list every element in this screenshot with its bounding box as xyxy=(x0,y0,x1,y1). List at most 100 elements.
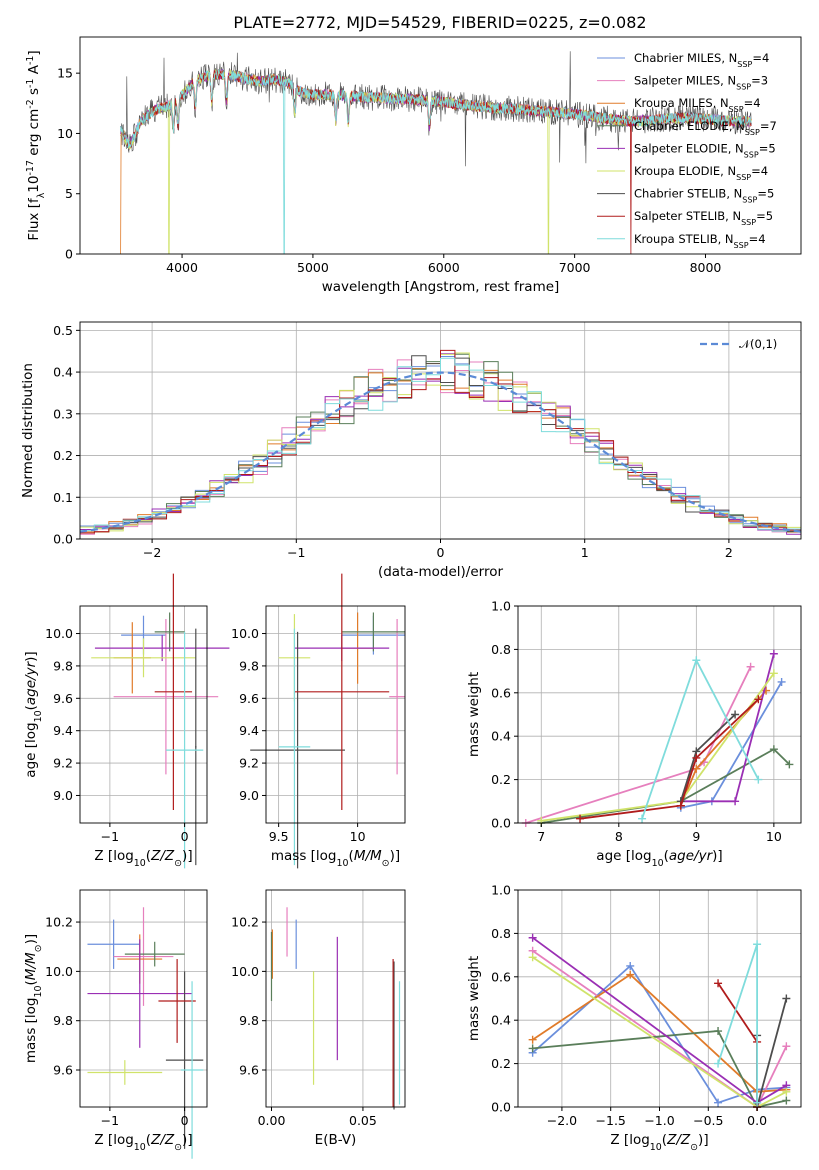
x-tick-label: −2 xyxy=(143,545,161,560)
weight-point-marker xyxy=(769,745,778,754)
legend-entry: Salpeter MILES, NSSP=3 xyxy=(634,74,768,92)
y-tick-label: 10.0 xyxy=(45,964,73,979)
axes-age_vs_mass: 9.5 10 9.0 9.2 9.4 9.6 9.8 10.0 mass [log10(M/M⊙… xyxy=(231,573,406,869)
y-tick-label: 9.8 xyxy=(53,658,73,673)
x-tick-label: 0.0 xyxy=(747,1113,767,1128)
legend-entry: Chabrier ELODIE, NSSP=7 xyxy=(634,119,777,137)
x-tick-label: 5000 xyxy=(297,260,329,275)
axes-frame xyxy=(79,889,208,1108)
x-tick-label: 10 xyxy=(766,829,782,844)
y-tick-label: 0.4 xyxy=(491,1013,511,1028)
y-tick-label: 10 xyxy=(57,126,73,141)
x-tick-label: 0.05 xyxy=(349,1113,377,1128)
weight-point-marker xyxy=(731,710,740,719)
y-tick-label: 0.2 xyxy=(491,772,511,787)
weight-point-marker xyxy=(626,961,635,970)
x-tick-label: 9.5 xyxy=(269,829,289,844)
y-tick-label: 9.6 xyxy=(53,691,73,706)
weight-point-marker xyxy=(754,775,763,784)
x-tick-label: 10 xyxy=(350,829,366,844)
gaussian-reference-line xyxy=(79,371,802,533)
y-tick-label: 0.6 xyxy=(491,969,511,984)
x-tick-label: 8000 xyxy=(690,260,722,275)
legend-entry: Chabrier MILES, NSSP=4 xyxy=(634,51,769,69)
y-axis-label: Flux [fλ10-17 erg cm-2 s-1 A-1] xyxy=(25,50,47,240)
weight-point-marker xyxy=(731,797,740,806)
y-tick-label: 10.2 xyxy=(45,915,73,930)
x-tick-label: 2 xyxy=(725,545,733,560)
x-tick-label: 7000 xyxy=(559,260,591,275)
y-tick-label: 9.6 xyxy=(239,1063,259,1078)
weight-point-marker xyxy=(782,994,791,1003)
axes-frame xyxy=(265,889,406,1108)
weight-point-marker xyxy=(769,649,778,658)
axes-residuals: 𝒩(0,1) −2 −1 0 1 2 0.0 0.1 0.2 0.3 0.4 0.5 (data-mod… xyxy=(20,321,802,580)
weight-point-marker xyxy=(528,933,537,942)
y-tick-label: 0.1 xyxy=(53,490,73,505)
axes-weight_vs_Z: −2.0 −1.5 −1.0 −0.5 0.0 0.0 0.2 0.4 0.6 0.8 1.0 Z [… xyxy=(466,883,802,1153)
y-tick-label: 5 xyxy=(65,186,73,201)
y-axis-label: mass weight xyxy=(466,672,482,757)
weight-point-marker xyxy=(692,656,701,665)
y-tick-label: 0 xyxy=(65,247,73,262)
legend-entry: Kroupa ELODIE, NSSP=4 xyxy=(634,164,768,182)
weight-point-marker xyxy=(746,662,755,671)
weight-point-marker xyxy=(782,1096,791,1105)
y-tick-label: 15 xyxy=(57,66,73,81)
x-tick-label: 0 xyxy=(181,829,189,844)
spectrum-legend: Chabrier MILES, NSSP=4 Salpeter MILES, NS… xyxy=(597,51,777,249)
y-tick-label: 0.8 xyxy=(491,642,511,657)
legend-entry: Salpeter STELIB, NSSP=5 xyxy=(634,209,773,227)
y-tick-label: 9.8 xyxy=(239,1013,259,1028)
y-tick-label: 0.2 xyxy=(53,448,73,463)
y-tick-label: 10.0 xyxy=(231,964,259,979)
axes-age_vs_Z: −1 0 9.0 9.2 9.4 9.6 9.8 10.0 Z [log10(Z/Z⊙)] age… xyxy=(23,573,230,869)
legend-entry: Kroupa STELIB, NSSP=4 xyxy=(634,232,766,250)
y-tick-label: 9.0 xyxy=(53,788,73,803)
spectrum-series-line xyxy=(120,68,752,254)
weight-series-line xyxy=(679,690,767,806)
axes-mass_vs_Z: −1 0 9.6 9.8 10.0 10.2 Z [log10(Z/Z⊙)] mass [lo… xyxy=(23,889,208,1159)
weight-point-marker xyxy=(692,753,701,762)
weight-point-marker xyxy=(714,979,723,988)
weight-point-marker xyxy=(714,1059,723,1068)
weight-point-marker xyxy=(753,1098,762,1107)
x-tick-label: 9 xyxy=(692,829,700,844)
weight-point-marker xyxy=(676,801,685,810)
y-tick-label: 9.6 xyxy=(53,1063,73,1078)
x-tick-label: 0 xyxy=(181,1113,189,1128)
x-axis-label: Z [log10(Z/Z⊙)] xyxy=(610,1132,708,1153)
weight-point-marker xyxy=(714,1027,723,1036)
x-axis-label: age [log10(age/yr)] xyxy=(596,848,722,869)
weight-point-marker xyxy=(782,1042,791,1051)
y-tick-label: 0.6 xyxy=(491,685,511,700)
weight-series-line xyxy=(541,748,791,824)
axes-frame xyxy=(517,605,802,824)
y-axis-label: age [log10(age/yr)] xyxy=(23,651,44,777)
y-tick-label: 0.5 xyxy=(53,323,73,338)
x-tick-label: 1 xyxy=(581,545,589,560)
legend-entry: Salpeter ELODIE, NSSP=5 xyxy=(634,141,776,159)
y-tick-label: 9.2 xyxy=(239,756,259,771)
x-axis-label: E(B-V) xyxy=(315,1132,357,1148)
x-tick-label: −1 xyxy=(101,829,119,844)
y-tick-label: 9.8 xyxy=(239,658,259,673)
legend-entry: Chabrier STELIB, NSSP=5 xyxy=(634,187,774,205)
y-tick-label: 9.8 xyxy=(53,1013,73,1028)
weight-point-marker xyxy=(638,814,647,823)
y-tick-label: 10.2 xyxy=(231,915,259,930)
axes-weight_vs_age: 7 8 9 10 0.0 0.2 0.4 0.6 0.8 1.0 age [log10(age/yr… xyxy=(466,599,802,869)
weight-point-marker xyxy=(769,669,778,678)
x-tick-label: 6000 xyxy=(428,260,460,275)
figure-title: PLATE=2772, MJD=54529, FIBERID=0225, z=0… xyxy=(233,13,646,32)
y-tick-label: 1.0 xyxy=(491,883,511,898)
axes-frame xyxy=(265,605,406,824)
weight-point-marker xyxy=(753,940,762,949)
x-tick-label: −0.5 xyxy=(693,1113,723,1128)
y-tick-label: 0.4 xyxy=(491,729,511,744)
weight-point-marker xyxy=(782,1087,791,1096)
weight-point-marker xyxy=(754,695,763,704)
weight-point-marker xyxy=(777,677,786,686)
y-tick-label: 9.6 xyxy=(239,691,259,706)
